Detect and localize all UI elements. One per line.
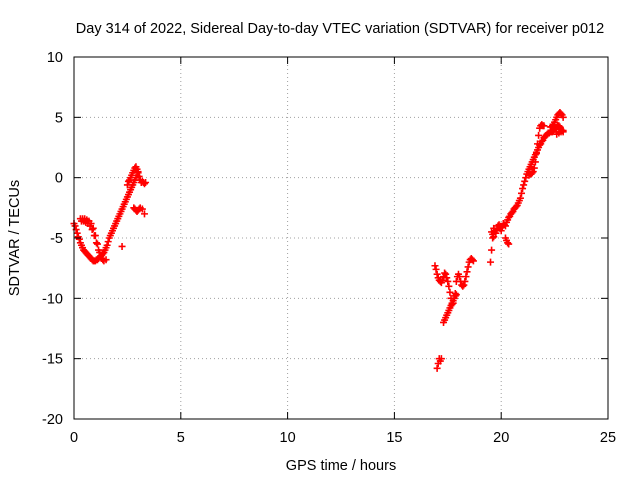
data-point bbox=[445, 282, 453, 290]
data-point bbox=[99, 256, 107, 264]
y-tick-labels: -20 -15 -10 -5 0 5 10 bbox=[42, 50, 63, 428]
data-point bbox=[464, 263, 472, 271]
data-point bbox=[135, 172, 143, 180]
data-point bbox=[452, 291, 460, 299]
data-point bbox=[535, 131, 543, 139]
data-point bbox=[517, 189, 525, 197]
data-point bbox=[73, 229, 81, 237]
data-point bbox=[559, 127, 567, 135]
data-point bbox=[432, 265, 440, 273]
data-point bbox=[444, 277, 452, 285]
data-point bbox=[140, 180, 148, 188]
data-point bbox=[516, 194, 524, 202]
data-point bbox=[90, 232, 98, 240]
y-tick-label: -20 bbox=[42, 412, 63, 428]
x-tick-label: 25 bbox=[600, 430, 616, 446]
data-point bbox=[532, 150, 540, 158]
data-point bbox=[512, 203, 520, 211]
data-point bbox=[451, 292, 459, 300]
data-point bbox=[459, 282, 467, 290]
data-point bbox=[487, 258, 495, 266]
x-tick-label: 5 bbox=[177, 430, 185, 446]
data-point bbox=[492, 229, 500, 237]
data-point bbox=[438, 276, 446, 284]
data-point bbox=[462, 273, 470, 281]
data-point bbox=[469, 257, 477, 265]
data-point bbox=[555, 122, 563, 130]
data-point bbox=[505, 213, 513, 221]
data-point bbox=[123, 181, 131, 189]
data-point bbox=[468, 256, 476, 264]
data-point bbox=[75, 235, 83, 243]
data-point bbox=[519, 185, 527, 193]
y-tick-label: 10 bbox=[47, 50, 63, 66]
data-point bbox=[540, 122, 548, 130]
data-point bbox=[520, 181, 528, 189]
data-point bbox=[559, 113, 567, 121]
data-point bbox=[104, 238, 112, 246]
x-tick-label: 15 bbox=[386, 430, 402, 446]
data-point bbox=[142, 178, 150, 186]
data-point bbox=[437, 355, 445, 363]
data-point bbox=[504, 239, 512, 247]
data-point bbox=[463, 268, 471, 276]
data-point bbox=[531, 158, 539, 166]
data-points bbox=[70, 109, 567, 372]
data-point bbox=[446, 288, 454, 296]
data-point bbox=[92, 239, 100, 247]
data-point bbox=[497, 227, 505, 235]
data-point bbox=[534, 140, 542, 148]
data-point bbox=[557, 110, 565, 118]
data-point bbox=[505, 240, 513, 248]
data-point bbox=[93, 240, 101, 248]
data-point bbox=[95, 246, 103, 254]
data-point bbox=[124, 177, 132, 185]
data-point bbox=[431, 262, 439, 270]
grid bbox=[74, 57, 608, 419]
x-tick-labels: 0 5 10 15 20 25 bbox=[70, 430, 616, 446]
data-point bbox=[508, 209, 516, 217]
data-point bbox=[538, 137, 546, 145]
x-tick-label: 20 bbox=[493, 430, 509, 446]
data-point bbox=[118, 242, 126, 250]
data-point bbox=[521, 177, 529, 185]
data-point bbox=[71, 222, 79, 230]
data-point bbox=[456, 273, 464, 281]
x-tick-label: 10 bbox=[280, 430, 296, 446]
x-axis-label: GPS time / hours bbox=[286, 458, 396, 474]
data-point bbox=[529, 168, 537, 176]
data-point bbox=[134, 168, 142, 176]
data-point bbox=[493, 226, 501, 234]
data-point bbox=[88, 226, 96, 234]
x-tick-label: 0 bbox=[70, 430, 78, 446]
y-tick-label: 5 bbox=[55, 110, 63, 126]
data-point bbox=[501, 222, 509, 230]
y-axis-label: SDTVAR / TECUs bbox=[7, 180, 23, 296]
data-point bbox=[530, 164, 538, 172]
y-tick-label: -5 bbox=[50, 231, 63, 247]
data-point bbox=[103, 241, 111, 249]
data-point bbox=[441, 269, 449, 277]
data-point bbox=[433, 364, 441, 372]
data-point bbox=[528, 169, 536, 177]
data-point bbox=[138, 205, 146, 213]
chart-title: Day 314 of 2022, Sidereal Day-to-day VTE… bbox=[76, 21, 604, 37]
data-point bbox=[548, 122, 556, 130]
data-point bbox=[460, 281, 468, 289]
data-point bbox=[443, 274, 451, 282]
data-point bbox=[140, 210, 148, 218]
y-tick-label: -10 bbox=[42, 291, 63, 307]
axis-ticks bbox=[73, 56, 609, 420]
data-point bbox=[461, 277, 469, 285]
data-point bbox=[97, 252, 105, 260]
data-point bbox=[433, 270, 441, 278]
y-tick-label: -15 bbox=[42, 352, 63, 368]
data-point bbox=[86, 222, 94, 230]
data-point bbox=[488, 246, 496, 254]
data-point bbox=[490, 233, 498, 241]
data-point bbox=[442, 270, 450, 278]
y-tick-label: 0 bbox=[55, 171, 63, 187]
